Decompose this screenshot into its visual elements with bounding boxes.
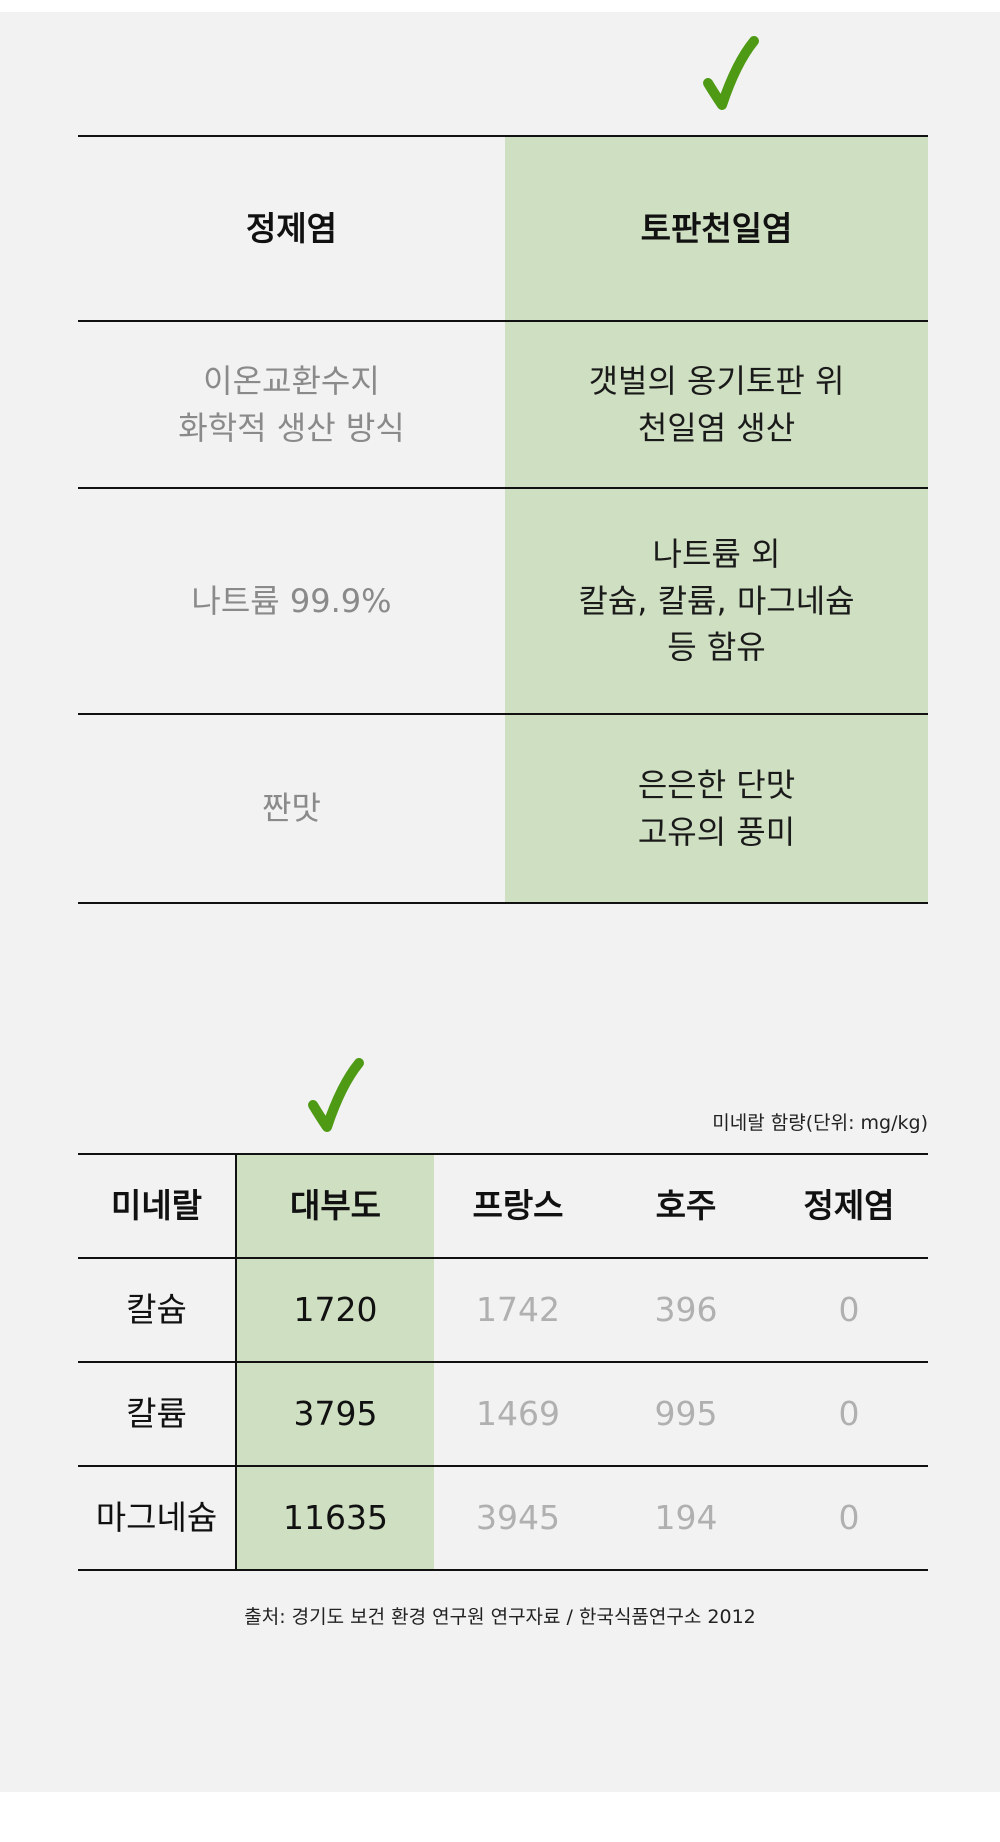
cell: 1742 bbox=[476, 1290, 560, 1330]
cell-text: 천일염 생산 bbox=[637, 408, 796, 447]
mineral-header-row: 미네랄 대부도 프랑스 호주 정제염 bbox=[78, 1153, 928, 1257]
mineral-row: 칼슘 1720 1742 396 0 bbox=[78, 1257, 928, 1361]
cell: 11635 bbox=[237, 1467, 434, 1569]
header-cell: 대부도 bbox=[237, 1155, 434, 1257]
cell-text: 나트륨 외 bbox=[652, 535, 781, 574]
check-icon bbox=[308, 1058, 364, 1132]
cell: 396 bbox=[654, 1290, 718, 1330]
cell-text: 칼슘, 칼륨, 마그네슘 bbox=[578, 581, 855, 620]
cell: 칼슘 bbox=[78, 1259, 237, 1361]
header-cell: 미네랄 bbox=[78, 1155, 237, 1257]
cell-text: 고유의 풍미 bbox=[637, 812, 796, 851]
cell-text: 짠맛 bbox=[262, 789, 321, 828]
cell-text: 나트륨 99.9% bbox=[191, 581, 392, 620]
cell: 1469 bbox=[476, 1394, 560, 1434]
cell: 194 bbox=[654, 1498, 718, 1538]
cell: 995 bbox=[654, 1394, 718, 1434]
cell: 마그네슘 bbox=[78, 1467, 237, 1569]
cell: 0 bbox=[838, 1290, 860, 1330]
check-icon bbox=[703, 36, 759, 110]
cell-text: 갯벌의 옹기토판 위 bbox=[588, 362, 845, 401]
cell-text: 화학적 생산 방식 bbox=[178, 408, 405, 447]
cell: 0 bbox=[838, 1498, 860, 1538]
header-topan-salt: 토판천일염 bbox=[505, 137, 928, 320]
cell: 3945 bbox=[476, 1498, 560, 1538]
source-caption: 출처: 경기도 보건 환경 연구원 연구자료 / 한국식품연구소 2012 bbox=[244, 1606, 756, 1628]
mineral-row: 마그네슘 11635 3945 194 0 bbox=[78, 1465, 928, 1571]
comparison-header-row: 정제염 토판천일염 bbox=[78, 135, 928, 320]
cell: 1720 bbox=[237, 1259, 434, 1361]
header-cell: 호주 bbox=[655, 1186, 717, 1226]
cell: 0 bbox=[838, 1394, 860, 1434]
mineral-table: 미네랄 대부도 프랑스 호주 정제염 칼슘 1720 1742 396 0 칼륨… bbox=[78, 1153, 928, 1571]
mineral-row: 칼륨 3795 1469 995 0 bbox=[78, 1361, 928, 1465]
cell-text: 등 함유 bbox=[667, 628, 766, 667]
header-refined-salt: 정제염 bbox=[245, 208, 338, 248]
unit-caption: 미네랄 함량(단위: mg/kg) bbox=[712, 1112, 928, 1134]
header-cell: 프랑스 bbox=[472, 1186, 564, 1226]
cell: 3795 bbox=[237, 1363, 434, 1465]
cell: 칼륨 bbox=[78, 1363, 237, 1465]
header-cell: 정제염 bbox=[803, 1186, 895, 1226]
cell-text: 이온교환수지 bbox=[203, 362, 380, 401]
cell-text: 은은한 단맛 bbox=[637, 766, 796, 805]
